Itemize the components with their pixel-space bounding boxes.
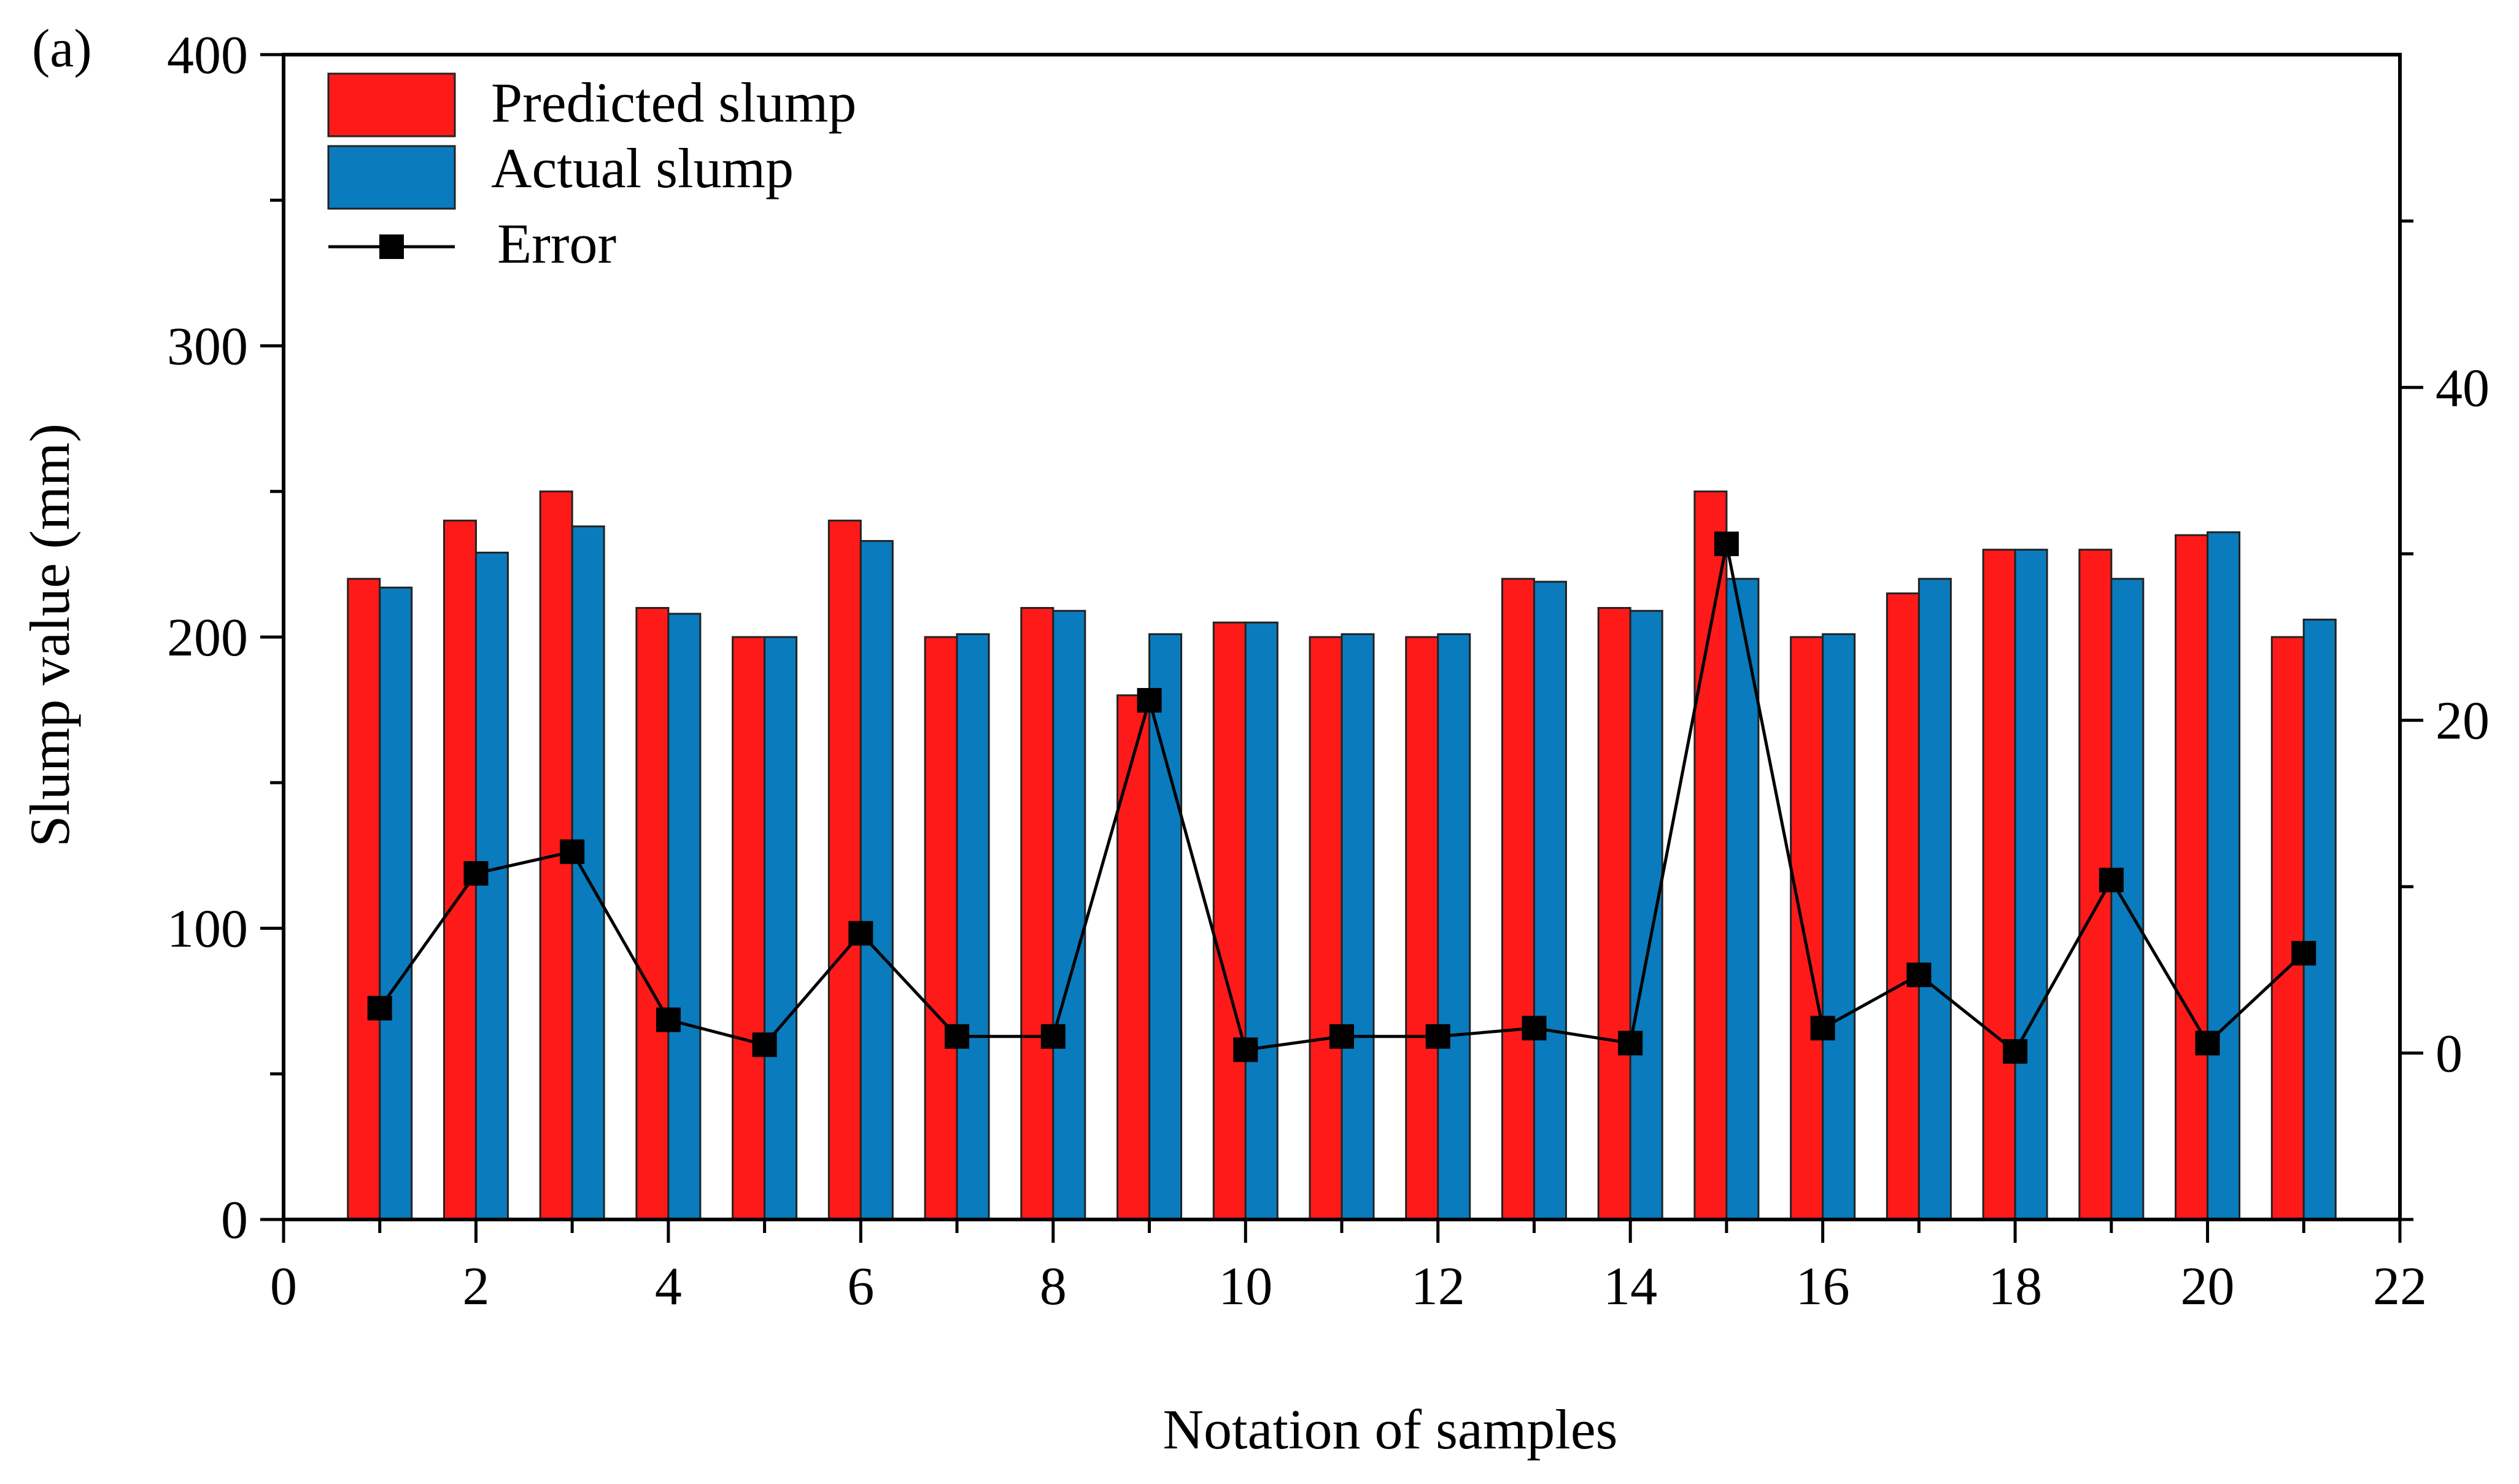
x-tick-label: 2 [462,1257,489,1316]
bar-actual-17 [1917,578,1952,1221]
right-axis: 0 20 40 [2400,219,2490,1221]
bar-predicted-4 [635,607,670,1221]
error-marker-15 [1714,531,1739,557]
error-marker-8 [1040,1024,1066,1049]
y2-tick-label: 20 [2436,692,2490,751]
x-tick-label: 6 [847,1257,874,1316]
bar-predicted-16 [1790,636,1824,1221]
bar-predicted-6 [827,519,862,1221]
bar-predicted-14 [1597,607,1631,1221]
bar-predicted-15 [1693,490,1728,1221]
bar-actual-11 [1341,633,1375,1221]
x-tick-label: 14 [1603,1257,1657,1316]
error-marker-1 [367,995,392,1021]
error-line-layer [367,531,2316,1064]
error-marker-11 [1329,1024,1354,1049]
bar-actual-16 [1822,633,1856,1221]
y-tick-label: 100 [167,900,248,959]
bar-predicted-5 [732,636,766,1221]
legend-swatch-predicted [327,72,456,137]
bar-predicted-8 [1020,607,1054,1221]
error-marker-9 [1137,688,1162,713]
error-marker-7 [945,1024,970,1049]
error-marker-21 [2291,941,2316,966]
bar-predicted-13 [1501,578,1535,1221]
bar-predicted-20 [2175,534,2209,1221]
error-marker-17 [1906,962,1932,987]
y-tick-label: 0 [221,1191,248,1250]
legend-label-actual: Actual slump [491,137,794,199]
bar-predicted-12 [1405,636,1439,1221]
bar-actual-21 [2302,619,2337,1221]
bar-predicted-18 [1982,549,2016,1221]
x-tick-label: 20 [2181,1257,2235,1316]
x-axis-title: Notation of samples [1163,1398,1618,1461]
bar-actual-3 [571,525,605,1221]
bar-actual-6 [859,539,894,1221]
bar-actual-7 [956,633,990,1221]
bar-actual-8 [1052,609,1086,1221]
y-tick-label: 300 [167,317,248,377]
bar-predicted-7 [924,636,958,1221]
bar-actual-20 [2207,531,2241,1221]
bars-layer [347,490,2337,1221]
x-tick-label: 18 [1988,1257,2042,1316]
error-marker-14 [1618,1030,1643,1056]
y2-tick-label: 0 [2436,1024,2463,1084]
error-marker-18 [2003,1039,2028,1064]
error-marker-4 [656,1007,681,1032]
bar-actual-2 [474,551,509,1221]
bar-actual-1 [379,586,413,1221]
x-tick-label: 4 [655,1257,682,1316]
bar-predicted-21 [2270,636,2305,1221]
x-tick-label: 10 [1218,1257,1272,1316]
error-marker-5 [752,1032,777,1057]
error-marker-6 [848,921,873,946]
bar-predicted-1 [347,578,381,1221]
error-marker-20 [2195,1030,2220,1056]
legend: Predicted slump Actual slump Error [327,71,856,275]
error-marker-10 [1233,1037,1258,1062]
y-tick-label: 200 [167,608,248,668]
bar-actual-12 [1437,633,1471,1221]
legend-swatch-actual [327,145,456,210]
bar-predicted-9 [1116,694,1151,1221]
y-tick-label: 400 [167,26,248,85]
legend-label-predicted: Predicted slump [491,71,856,134]
bar-actual-18 [2014,549,2048,1221]
error-marker-16 [1810,1016,1835,1041]
error-marker-19 [2099,867,2124,892]
x-tick-label: 12 [1411,1257,1465,1316]
panel-label: (a) [32,19,92,79]
bar-actual-5 [764,636,798,1221]
bar-actual-10 [1244,621,1279,1221]
error-marker-2 [463,861,489,886]
y-axis-title: Slump value (mm) [18,423,81,847]
y2-tick-label: 40 [2436,358,2490,418]
bar-predicted-11 [1309,636,1343,1221]
bar-actual-19 [2110,578,2145,1221]
legend-label-error: Error [497,212,616,275]
x-tick-label: 16 [1796,1257,1850,1316]
bar-predicted-17 [1886,592,1920,1221]
x-tick-label: 8 [1040,1257,1067,1316]
x-tick-label: 0 [270,1257,297,1316]
legend-marker-error [379,234,404,259]
bar-actual-13 [1533,581,1567,1221]
bar-predicted-10 [1212,621,1247,1221]
x-tick-label: 22 [2373,1257,2427,1316]
bar-actual-4 [667,613,702,1221]
error-marker-3 [560,839,585,864]
bar-actual-14 [1629,609,1663,1221]
error-marker-13 [1522,1016,1547,1041]
bottom-axis: 0 2 4 6 8 10 12 14 16 18 20 22 [270,1219,2427,1316]
left-axis: 0 100 200 300 400 [167,26,284,1250]
error-marker-12 [1425,1024,1450,1049]
